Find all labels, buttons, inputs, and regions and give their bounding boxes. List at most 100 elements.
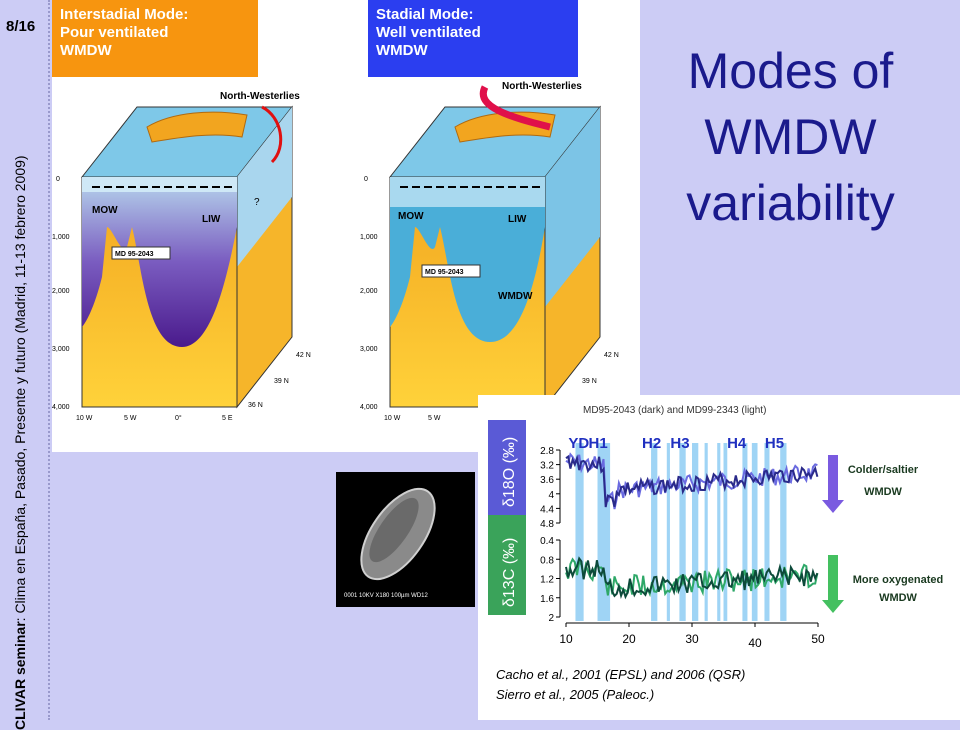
c13-axis-label: δ13C (‰) [501,538,518,607]
lon-0: 0° [175,414,182,422]
c13-tick-label-2: 1.2 [540,575,554,586]
c13-series-md95-2043 [565,556,819,600]
event-label-h4: H4 [727,435,747,452]
lat-42n: 42 N [604,352,619,359]
colder-label-1: Colder/saltier [848,464,919,476]
event-label-h3: H3 [670,435,689,452]
event-label-h1: H1 [589,435,608,452]
event-band-11 [764,443,770,621]
stadial-line3: WMDW [376,42,428,59]
event-label-h2: H2 [642,435,661,452]
x-tick-label-0: 10 [559,632,573,646]
depth-0: 0 [56,176,60,183]
event-band-3 [666,443,670,621]
oxygen-label-1: More oxygenated [853,574,943,586]
event-label-h5: H5 [765,435,784,452]
micrograph-caption: 0001 10KV X180 100µm WD12 [344,593,429,599]
seminar-details: : Clima en España, Pasado, Presente y fu… [12,155,28,622]
wind-arrow [479,85,551,131]
lon-5w: 5 W [428,415,441,422]
chart-title: MD95-2043 (dark) and MD99-2343 (light) [583,405,766,416]
o18-axis-label: δ18O (‰) [501,437,518,507]
event-band-7 [717,443,721,621]
water-mass-shape [390,177,545,342]
stadial-line2: Well ventilated [376,24,481,41]
event-band-10 [751,443,758,621]
interstadial-block-diagram: North-Westerlies MOW LIW ? MD 95-2043 0 … [52,91,311,422]
depth-3000: 3,000 [360,346,378,353]
o18-tick-label-1: 3.2 [540,461,554,472]
o18-label-box [488,420,526,515]
slide-number: 8/16 [6,18,36,35]
wmdw-label: WMDW [498,291,533,302]
lat-39n: 39 N [274,378,289,385]
o18-series-md95-2043 [565,454,819,508]
lat-39n: 39 N [582,378,597,385]
foraminifera-micrograph: 0001 10KV X180 100µm WD12 [336,472,475,607]
o18-tick-label-4: 4.4 [540,504,554,515]
x-tick-label-2: 30 [685,632,699,646]
x-tick-label-3: 40 [748,636,762,650]
wind-label: North-Westerlies [220,91,300,102]
oxygen-arrow-shaft [828,555,838,600]
title-line-2: WMDW [704,109,877,165]
depth-1000: 1,000 [360,234,378,241]
colder-label-2: WMDW [864,486,902,498]
event-band-12 [780,443,787,621]
depth-4000: 4,000 [52,404,70,411]
interstadial-line2: Pour ventilated [60,24,169,41]
c13-tick-label-4: 2 [548,613,554,624]
depth-1000: 1,000 [52,234,70,241]
x-tick-label-4: 50 [811,632,825,646]
oxygen-arrow-head [822,600,844,613]
interstadial-line3: WMDW [60,42,112,59]
event-label-yd: YD [568,435,589,452]
question-label: ? [254,197,260,208]
lat-36n: 36 N [248,402,263,409]
depth-3000: 3,000 [52,346,70,353]
event-band-4 [679,443,686,621]
seminar-name: CLIVAR seminar [12,621,28,730]
wind-arrow [261,105,283,164]
water-mass-shape [82,177,237,347]
lat-42n: 42 N [296,352,311,359]
title-line-3: variability [686,175,895,231]
o18-tick-label-3: 4 [548,490,554,501]
stadial-line1: Stadial Mode: [376,6,474,23]
isotope-chart: YD H1 H2 H3 H4 H5 MD95-2043 (dark) and MD99-23… [488,405,943,702]
depth-4000: 4,000 [360,404,378,411]
depth-2000: 2,000 [360,288,378,295]
event-band-5 [692,443,699,621]
event-band-6 [704,443,708,621]
reference-1: Cacho et al., 2001 (EPSL) and 2006 (QSR) [496,667,745,682]
event-band-0 [575,443,584,621]
reference-2: Sierro et al., 2005 (Paleoc.) [496,687,654,702]
title-line-1: Modes of [687,43,894,99]
lon-10w: 10 W [76,415,93,422]
lon-10w: 10 W [384,415,401,422]
o18-tick-label-0: 2.8 [540,446,554,457]
stadial-mode-box: Stadial Mode: Well ventilated WMDW [368,0,578,77]
interstadial-mode-box: Interstadial Mode: Pour ventilated WMDW [52,0,258,77]
slide-title: Modes of WMDW variability [648,38,933,236]
c13-tick-label-3: 1.6 [540,594,554,605]
event-band-8 [723,443,728,621]
left-sidebar [0,0,50,720]
mow-label: MOW [398,211,424,222]
mow-label: MOW [92,205,118,216]
core-label: MD 95-2043 [425,269,464,276]
event-band-1 [597,443,611,621]
lon-5w: 5 W [124,415,137,422]
x-tick-label-1: 20 [622,632,636,646]
iberia-land-shape [146,111,248,143]
wind-label: North-Westerlies [502,81,582,92]
event-band-9 [742,443,748,621]
depth-2000: 2,000 [52,288,70,295]
core-label: MD 95-2043 [115,251,154,258]
o18-tick-label-5: 4.8 [540,519,554,530]
depth-0: 0 [364,176,368,183]
interstadial-line1: Interstadial Mode: [60,6,189,23]
isotope-chart-panel: YD H1 H2 H3 H4 H5 MD95-2043 (dark) and MD99-23… [478,395,960,720]
seminar-footer: CLIVAR seminar: Clima en España, Pasado,… [12,50,32,730]
o18-tick-label-2: 3.6 [540,475,554,486]
